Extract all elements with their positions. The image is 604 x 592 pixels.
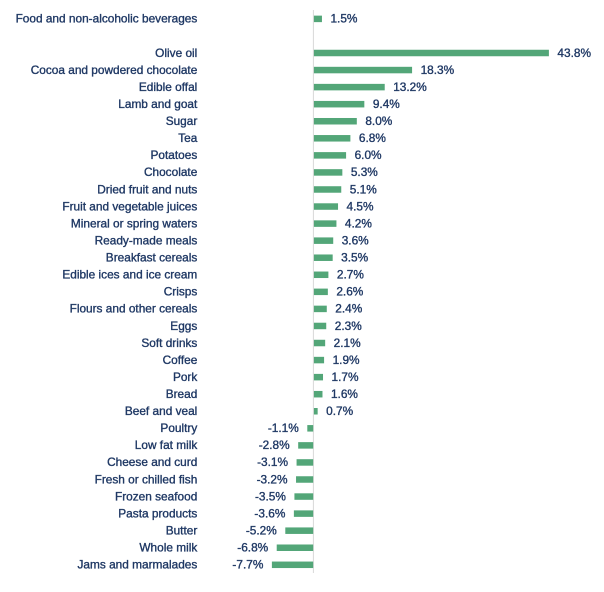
svg-text:2.3%: 2.3% xyxy=(335,319,362,333)
svg-text:4.5%: 4.5% xyxy=(347,199,374,213)
svg-text:-2.8%: -2.8% xyxy=(259,438,290,452)
svg-text:-1.1%: -1.1% xyxy=(268,421,299,435)
svg-text:-3.1%: -3.1% xyxy=(257,455,288,469)
svg-text:Coffee: Coffee xyxy=(163,353,198,367)
svg-text:Low fat milk: Low fat milk xyxy=(135,438,198,452)
svg-text:Fresh or chilled fish: Fresh or chilled fish xyxy=(95,472,198,486)
svg-text:Soft drinks: Soft drinks xyxy=(141,336,197,350)
svg-text:2.7%: 2.7% xyxy=(337,268,364,282)
svg-text:Crisps: Crisps xyxy=(164,285,198,299)
svg-text:Dried fruit and nuts: Dried fruit and nuts xyxy=(97,182,197,196)
svg-text:Ready-made meals: Ready-made meals xyxy=(95,233,198,247)
svg-text:Pork: Pork xyxy=(173,370,197,384)
svg-text:Pasta products: Pasta products xyxy=(118,506,197,520)
svg-text:18.3%: 18.3% xyxy=(421,63,455,77)
svg-text:Mineral or spring waters: Mineral or spring waters xyxy=(71,216,197,230)
svg-text:1.7%: 1.7% xyxy=(332,370,359,384)
svg-text:9.4%: 9.4% xyxy=(373,97,400,111)
svg-text:4.2%: 4.2% xyxy=(345,216,372,230)
svg-text:Potatoes: Potatoes xyxy=(151,148,198,162)
svg-text:Olive oil: Olive oil xyxy=(155,46,197,60)
svg-text:Poultry: Poultry xyxy=(160,421,197,435)
svg-text:Whole milk: Whole milk xyxy=(139,541,197,555)
svg-text:-3.5%: -3.5% xyxy=(255,489,286,503)
svg-text:8.0%: 8.0% xyxy=(365,114,392,128)
svg-text:Edible ices and ice cream: Edible ices and ice cream xyxy=(62,268,197,282)
svg-text:Cocoa and powdered chocolate: Cocoa and powdered chocolate xyxy=(31,63,198,77)
svg-text:3.6%: 3.6% xyxy=(342,233,369,247)
svg-text:-5.2%: -5.2% xyxy=(246,523,277,537)
svg-text:0.7%: 0.7% xyxy=(326,404,353,418)
svg-text:Eggs: Eggs xyxy=(170,319,197,333)
svg-text:6.0%: 6.0% xyxy=(355,148,382,162)
svg-text:6.8%: 6.8% xyxy=(359,131,386,145)
svg-text:-3.6%: -3.6% xyxy=(254,506,285,520)
svg-text:43.8%: 43.8% xyxy=(557,46,591,60)
svg-text:2.6%: 2.6% xyxy=(336,285,363,299)
svg-text:Tea: Tea xyxy=(178,131,198,145)
svg-text:3.5%: 3.5% xyxy=(341,251,368,265)
svg-text:Cheese and curd: Cheese and curd xyxy=(107,455,197,469)
svg-text:2.1%: 2.1% xyxy=(334,336,361,350)
svg-text:1.5%: 1.5% xyxy=(330,12,357,26)
svg-text:Flours and other cereals: Flours and other cereals xyxy=(70,302,198,316)
svg-text:Chocolate: Chocolate xyxy=(144,165,198,179)
svg-text:Frozen seafood: Frozen seafood xyxy=(115,489,197,503)
svg-text:2.4%: 2.4% xyxy=(335,302,362,316)
svg-text:Sugar: Sugar xyxy=(166,114,198,128)
svg-text:13.2%: 13.2% xyxy=(393,80,427,94)
svg-text:Breakfast cereals: Breakfast cereals xyxy=(106,251,198,265)
svg-text:Jams and marmalades: Jams and marmalades xyxy=(77,558,197,572)
svg-text:5.3%: 5.3% xyxy=(351,165,378,179)
svg-text:-3.2%: -3.2% xyxy=(257,472,288,486)
svg-text:Edible offal: Edible offal xyxy=(139,80,197,94)
svg-text:Fruit and vegetable juices: Fruit and vegetable juices xyxy=(62,199,197,213)
svg-text:Lamb and goat: Lamb and goat xyxy=(118,97,198,111)
svg-text:Butter: Butter xyxy=(166,523,198,537)
svg-text:Beef and veal: Beef and veal xyxy=(125,404,197,418)
svg-text:5.1%: 5.1% xyxy=(350,182,377,196)
svg-text:1.9%: 1.9% xyxy=(333,353,360,367)
svg-text:Food and non-alcoholic beverag: Food and non-alcoholic beverages xyxy=(16,12,198,26)
svg-text:1.6%: 1.6% xyxy=(331,387,358,401)
svg-text:-6.8%: -6.8% xyxy=(237,541,268,555)
svg-text:-7.7%: -7.7% xyxy=(232,558,263,572)
svg-text:Bread: Bread xyxy=(166,387,198,401)
